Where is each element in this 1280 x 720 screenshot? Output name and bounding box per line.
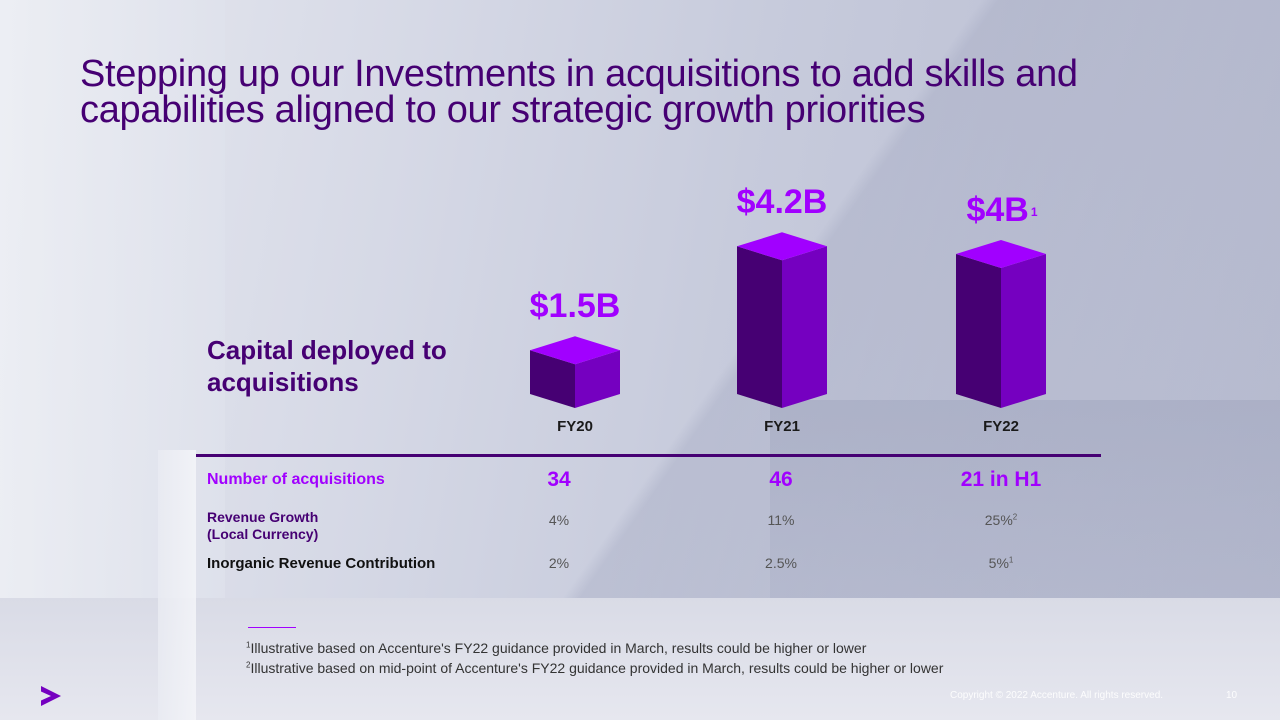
table-cell-value: 4%: [548, 512, 570, 528]
category-label: FY22: [983, 418, 1019, 435]
bar-fy20: [530, 336, 620, 408]
table-cell-value: 2%: [548, 555, 570, 571]
row-label-inorganic: Inorganic Revenue Contribution: [207, 555, 436, 572]
category-label: FY20: [557, 418, 593, 435]
bar-left-face: [956, 254, 1001, 408]
table-cell-value: 21 in H1: [960, 468, 1042, 491]
table-cell-value: 5%: [988, 555, 1009, 571]
copyright-text: Copyright © 2022 Accenture. All rights r…: [950, 690, 1164, 701]
bar-value-label: $4.2B: [682, 182, 882, 222]
bar-right-face: [782, 246, 827, 408]
table-cell: 34: [489, 468, 629, 492]
bar-top-face: [530, 336, 620, 365]
bar-value-footnote: 1: [1030, 205, 1038, 219]
bar-value-text: $4B: [966, 191, 1029, 229]
background-floor: [0, 598, 1280, 720]
footnote-1-text: Illustrative based on Accenture's FY22 g…: [250, 640, 867, 656]
table-cell-footnote: 1: [1008, 555, 1014, 565]
bar-top-face: [737, 232, 827, 261]
table-cell: 46: [711, 468, 851, 492]
accenture-logo-icon: [41, 686, 61, 706]
bar-left-face: [737, 246, 782, 408]
footnote-1: 1Illustrative based on Accenture's FY22 …: [246, 640, 866, 656]
footnote-1-mark: 1: [246, 640, 251, 650]
slide-title: Stepping up our Investments in acquisiti…: [80, 53, 1078, 131]
footnote-rule: [248, 627, 296, 628]
footnote-2-mark: 2: [246, 660, 251, 670]
table-cell: 2.5%: [711, 555, 851, 571]
bar-value-label: $4B 1: [901, 190, 1101, 230]
table-cell-value: 46: [769, 468, 793, 491]
row-label-revenue-growth-line2: (Local Currency): [207, 526, 319, 542]
table-cell-value: 25%: [984, 512, 1013, 528]
bar-value-label: $1.5B: [475, 286, 675, 326]
footnote-2-text: Illustrative based on mid-point of Accen…: [250, 660, 944, 676]
bar-value-text: $4.2B: [736, 183, 828, 222]
background-panel: [770, 400, 1280, 615]
bar-fy21: [737, 232, 827, 408]
table-divider: [196, 454, 1101, 457]
table-cell: 25%2: [931, 512, 1071, 528]
table-cell-value: 34: [547, 468, 571, 491]
table-cell: 5%1: [931, 555, 1071, 571]
table-cell: 4%: [489, 512, 629, 528]
table-cell: 21 in H1: [931, 468, 1071, 492]
table-cell-footnote: 2: [1012, 512, 1018, 522]
capital-deployed-label: Capital deployed to acquisitions: [207, 335, 447, 397]
table-cell: 11%: [711, 512, 851, 528]
row-label-revenue-growth: Revenue Growth (Local Currency): [207, 509, 387, 543]
table-cell-value: 11%: [767, 512, 795, 528]
footnote-2: 2Illustrative based on mid-point of Acce…: [246, 660, 943, 676]
category-label: FY21: [764, 418, 800, 435]
bar-fy22: [956, 240, 1046, 408]
row-label-revenue-growth-line1: Revenue Growth: [207, 509, 319, 525]
row-label-acquisitions: Number of acquisitions: [207, 471, 385, 488]
bar-value-text: $1.5B: [529, 287, 621, 326]
page-number: 10: [1226, 690, 1238, 701]
bar-right-face: [1001, 254, 1046, 408]
table-cell-value: 2.5%: [765, 555, 797, 571]
bar-right-face: [575, 350, 620, 408]
bar-left-face: [530, 350, 575, 408]
background-pillar: [158, 450, 196, 720]
bar-top-face: [956, 240, 1046, 268]
table-cell: 2%: [489, 555, 629, 571]
